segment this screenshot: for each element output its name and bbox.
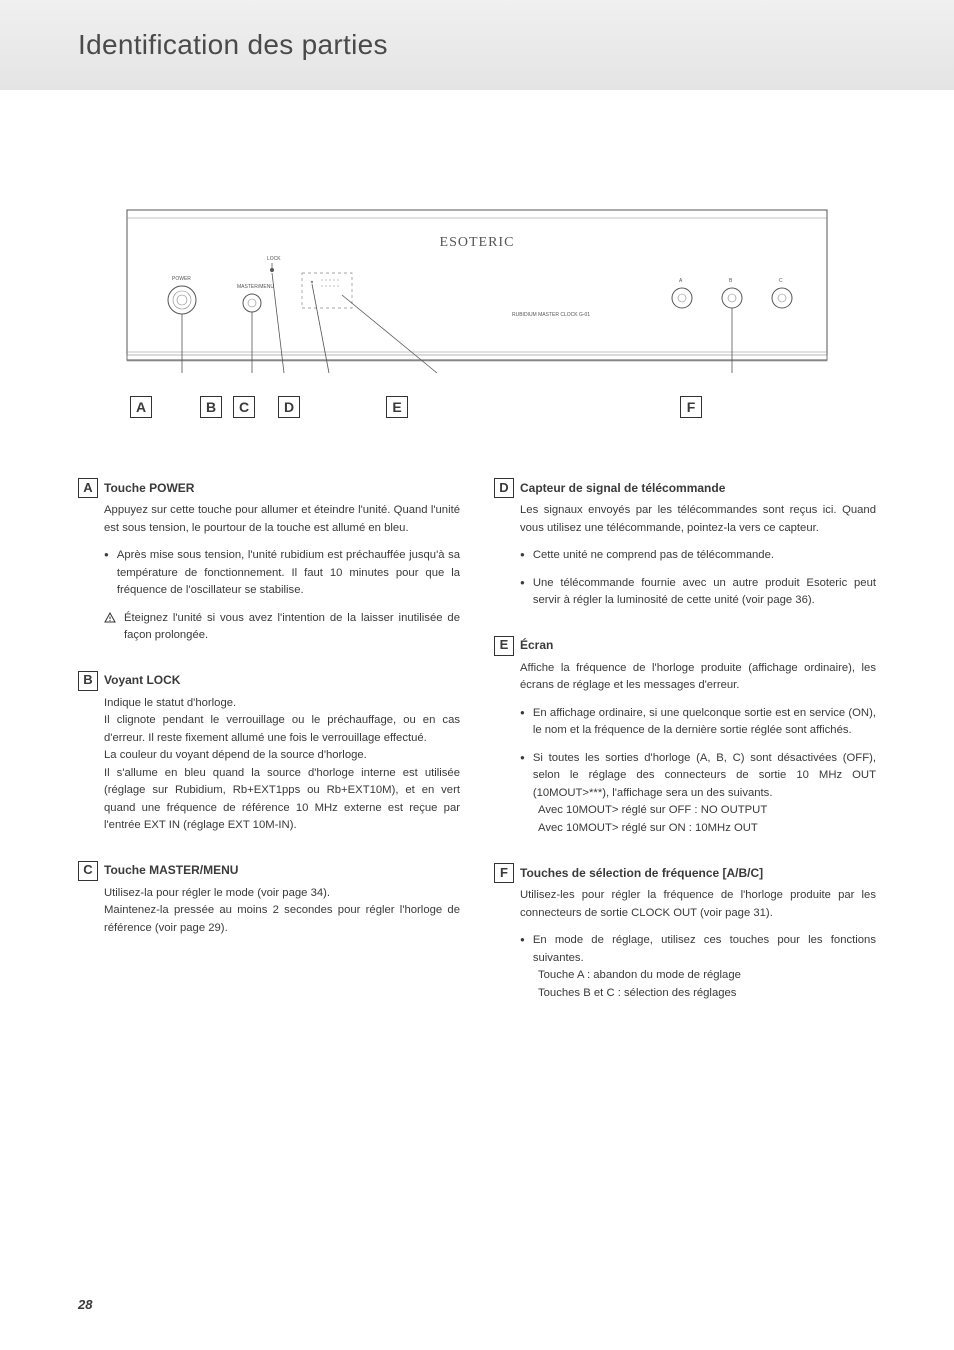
bullet-text: Après mise sous tension, l'unité rubidiu… [117,547,460,600]
section-letter-D: D [494,478,514,498]
section-A: A Touche POWER Appuyez sur cette touche … [78,478,460,645]
svg-text:LOCK: LOCK [267,256,281,262]
section-F-body: Utilisez-les pour régler la fréquence de… [520,887,876,922]
section-F-sub2: Touches B et C : sélection des réglages [538,985,876,1003]
section-title-C: Touche MASTER/MENU [104,861,238,880]
section-title-A: Touche POWER [104,479,194,498]
right-column: D Capteur de signal de télécommande Les … [494,478,876,1028]
svg-text:MASTER/MENU: MASTER/MENU [237,284,274,290]
section-title-B: Voyant LOCK [104,671,180,690]
page-title: Identification des parties [78,29,388,61]
svg-text:C: C [779,278,783,284]
bullet-dot-icon [520,575,525,610]
section-letter-F: F [494,863,514,883]
warning-icon [104,610,116,645]
callout-D: D [278,396,300,418]
bullet-text: Si toutes les sorties d'horloge (A, B, C… [533,750,876,803]
callout-F: F [680,396,702,418]
section-B-body1: Indique le statut d'horloge. [104,695,460,713]
svg-text:RUBIDIUM MASTER CLOCK G-01: RUBIDIUM MASTER CLOCK G-01 [512,312,590,318]
section-B: B Voyant LOCK Indique le statut d'horlog… [78,671,460,835]
left-column: A Touche POWER Appuyez sur cette touche … [78,478,460,1028]
section-C-body2: Maintenez-la pressée au moins 2 secondes… [104,902,460,937]
section-B-body4: Il s'allume en bleu quand la source d'ho… [104,765,460,835]
svg-text:A: A [679,278,683,284]
section-F-sub1: Touche A : abandon du mode de réglage [538,967,876,985]
bullet-dot-icon [520,547,525,565]
section-title-D: Capteur de signal de télécommande [520,479,725,498]
callout-E: E [386,396,408,418]
device-front-panel: ESOTERIC LOCK POWER MASTER/MENU RUBIDIUM… [117,200,837,390]
svg-text:POWER: POWER [172,276,191,282]
section-C-body1: Utilisez-la pour régler le mode (voir pa… [104,885,460,903]
section-F: F Touches de sélection de fréquence [A/B… [494,863,876,1002]
page-number: 28 [78,1297,92,1312]
callout-A: A [130,396,152,418]
section-E: E Écran Affiche la fréquence de l'horlog… [494,636,876,838]
section-E-sub2: Avec 10MOUT> réglé sur ON : 10MHz OUT [538,820,876,838]
bullet-dot-icon [520,932,525,967]
section-title-E: Écran [520,636,553,655]
section-letter-A: A [78,478,98,498]
callout-C: C [233,396,255,418]
section-letter-C: C [78,861,98,881]
content-columns: A Touche POWER Appuyez sur cette touche … [0,422,954,1028]
section-letter-B: B [78,671,98,691]
brand-logo: ESOTERIC [440,235,515,250]
bullet-text: En affichage ordinaire, si une quelconqu… [533,705,876,740]
header-band: Identification des parties [0,0,954,90]
bullet-text: Une télécommande fournie avec un autre p… [533,575,876,610]
section-D: D Capteur de signal de télécommande Les … [494,478,876,610]
section-E-body: Affiche la fréquence de l'horloge produi… [520,660,876,695]
bullet-dot-icon [520,750,525,803]
diagram-callout-row: A B C D E F [77,396,877,422]
bullet-text: Cette unité ne comprend pas de télécomma… [533,547,774,565]
section-B-body2: Il clignote pendant le verrouillage ou l… [104,712,460,747]
section-D-body: Les signaux envoyés par les télécommande… [520,502,876,537]
section-title-F: Touches de sélection de fréquence [A/B/C… [520,864,763,883]
bullet-dot-icon [520,705,525,740]
callout-B: B [200,396,222,418]
bullet-text: En mode de réglage, utilisez ces touches… [533,932,876,967]
bullet-dot-icon [104,547,109,600]
section-letter-E: E [494,636,514,656]
bullet-text: Éteignez l'unité si vous avez l'intentio… [124,610,460,645]
section-C: C Touche MASTER/MENU Utilisez-la pour ré… [78,861,460,938]
section-A-body: Appuyez sur cette touche pour allumer et… [104,502,460,537]
section-B-body3: La couleur du voyant dépend de la source… [104,747,460,765]
svg-text:B: B [729,278,733,284]
section-E-sub1: Avec 10MOUT> réglé sur OFF : NO OUTPUT [538,802,876,820]
device-diagram: ESOTERIC LOCK POWER MASTER/MENU RUBIDIUM… [77,200,877,422]
